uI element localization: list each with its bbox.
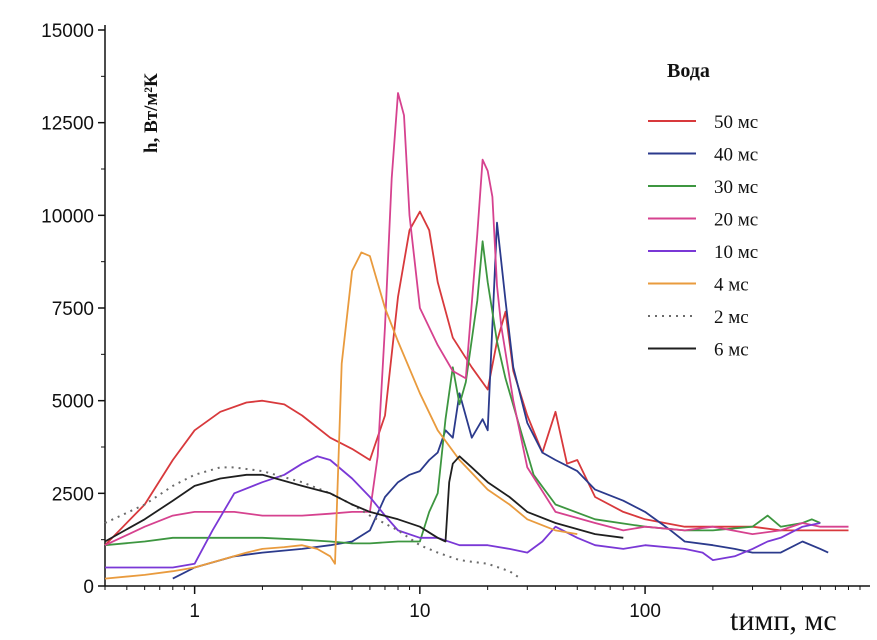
legend-label: 2 мс [714, 307, 749, 328]
y-tick-label: 15000 [41, 21, 94, 42]
legend-label: 6 мс [714, 340, 749, 361]
legend-title: Вода [667, 60, 710, 82]
x-axis-label: tимп, мс [730, 604, 837, 635]
x-tick-label: 100 [629, 601, 661, 622]
series-line-7 [104, 455, 624, 543]
y-tick-label: 7500 [52, 299, 94, 320]
series-line-6 [104, 466, 522, 580]
y-tick-label: 5000 [52, 392, 94, 413]
x-tick-label: 1 [189, 601, 200, 622]
y-tick-label: 0 [83, 577, 94, 598]
series-line-0 [104, 210, 849, 546]
series-line-5 [104, 251, 578, 580]
legend-label: 4 мс [714, 275, 749, 296]
y-tick-label: 12500 [41, 114, 94, 135]
legend: Вода 50 мс 40 мс 30 мс 20 мс 10 мс 4 мс 2 мс 6 … [648, 60, 758, 361]
series-lines [104, 92, 849, 580]
series-line-2 [104, 240, 821, 547]
series-line-4 [105, 455, 821, 569]
x-tick-label: 10 [409, 601, 430, 622]
legend-label: 10 мс [714, 242, 758, 263]
series-line-1 [172, 221, 829, 580]
y-tick-label: 2500 [52, 484, 94, 505]
legend-label: 30 мс [714, 177, 758, 198]
legend-label: 20 мс [714, 210, 758, 231]
series-line-3 [104, 92, 849, 547]
axes: 0 2500 5000 7500 10000 12500 15000 1 10 100 [41, 21, 870, 622]
legend-label: 40 мс [714, 145, 758, 166]
y-tick-label: 10000 [41, 206, 94, 227]
y-axis-label: h, Вт/м²К [141, 73, 162, 153]
legend-label: 50 мс [714, 112, 758, 133]
